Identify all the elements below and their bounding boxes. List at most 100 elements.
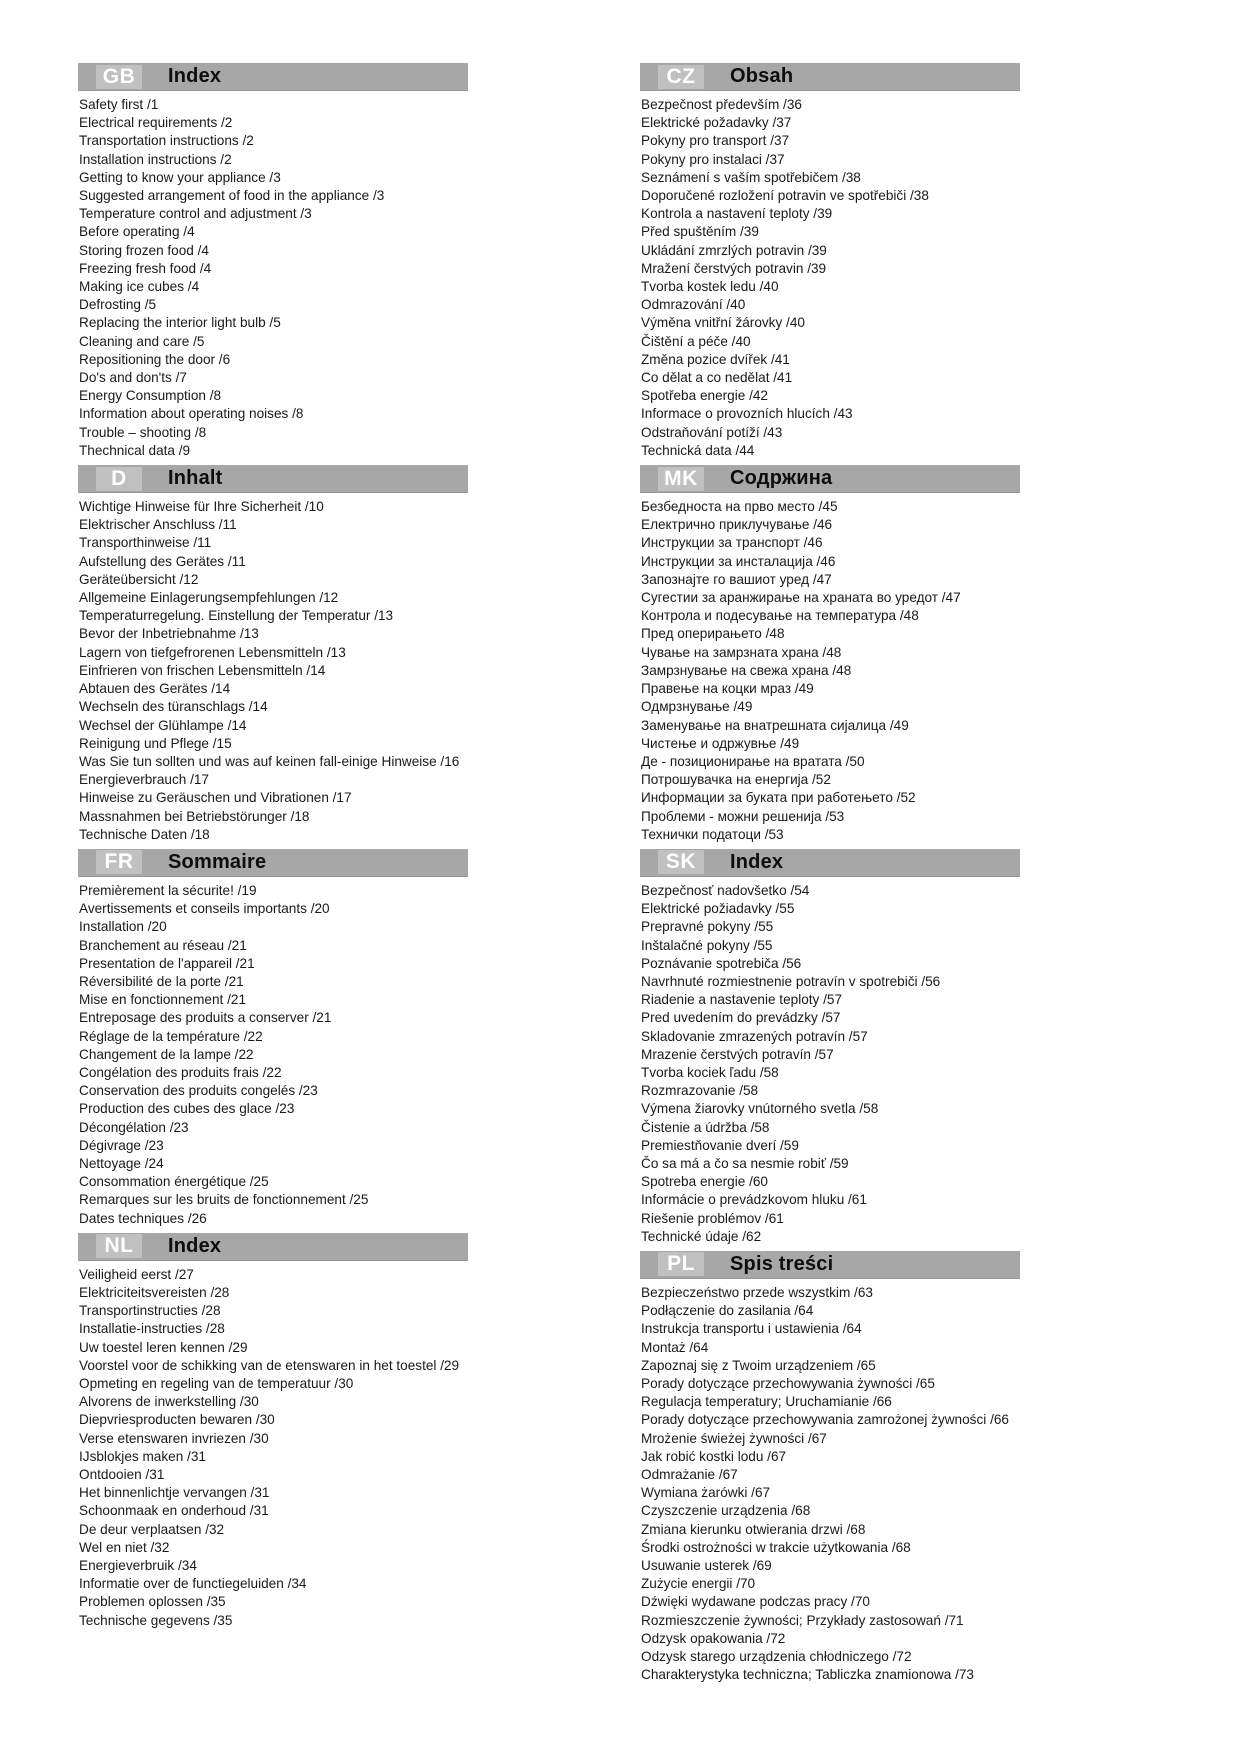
toc-item: Контрола и подесување на температура /48 — [641, 608, 919, 624]
toc-item: Замрзнување на свежа храна /48 — [641, 662, 852, 678]
toc-item: Temperature control and adjustment /3 — [79, 206, 312, 222]
section-title: Sommaire — [168, 850, 267, 873]
toc-item: Avertissements et conseils importants /2… — [79, 901, 330, 917]
toc-item: Alvorens de inwerkstelling /30 — [79, 1394, 259, 1410]
section-header-gb: GB Index — [78, 63, 468, 91]
toc-item: Transportation instructions /2 — [79, 133, 254, 149]
toc-item: Entreposage des produits a conserver /21 — [79, 1010, 332, 1026]
toc-item: Spotreba energie /60 — [641, 1174, 768, 1190]
toc-item: Regulacja temperatury; Uruchamianie /66 — [641, 1394, 892, 1410]
toc-item: Abtauen des Gerätes /14 — [79, 681, 231, 697]
toc-item: Zmiana kierunku otwierania drzwi /68 — [641, 1521, 866, 1537]
toc-item: Odmrażanie /67 — [641, 1467, 738, 1483]
toc-item: De deur verplaatsen /32 — [79, 1521, 225, 1537]
toc-item: Installatie-instructies /28 — [79, 1321, 225, 1337]
toc-item: Premiestňovanie dverí /59 — [641, 1137, 799, 1153]
section-header-mk: MK Содржина — [640, 465, 1020, 494]
toc-item-list: Veiligheid eerst /27 Elektriciteitsvereis… — [79, 1266, 468, 1630]
toc-item: Запознајте го вашиот уред /47 — [641, 571, 832, 587]
section-title: Inhalt — [168, 467, 223, 490]
toc-item: Hinweise zu Geräuschen und Vibrationen /… — [79, 790, 352, 806]
toc-item: Wechsel der Glühlampe /14 — [79, 717, 247, 733]
toc-item: Diepvriesproducten bewaren /30 — [79, 1412, 275, 1428]
toc-item: Verse etenswaren invriezen /30 — [79, 1430, 269, 1446]
toc-item: Réversibilité de la porte /21 — [79, 973, 244, 989]
toc-item: Replacing the interior light bulb /5 — [79, 315, 281, 331]
toc-item: Technische gegevens /35 — [79, 1612, 233, 1628]
toc-item-list: Bezpečnost především /36 Elektrické požad… — [641, 96, 1020, 460]
toc-item: Lagern von tiefgefrorenen Lebensmitteln … — [79, 644, 346, 660]
toc-item: Инструкции за транспорт /46 — [641, 535, 823, 551]
toc-item: Zapoznaj się z Twoim urządzeniem /65 — [641, 1357, 876, 1373]
toc-item: Wechseln des türanschlags /14 — [79, 699, 268, 715]
toc-item: Energy Consumption /8 — [79, 388, 222, 404]
toc-item: Problemen oplossen /35 — [79, 1594, 226, 1610]
section-title: Index — [730, 850, 784, 873]
toc-item: Mrożenie świeżej żywności /67 — [641, 1430, 827, 1446]
toc-item: Безбедноста на прво место /45 — [641, 499, 838, 515]
section-title: Obsah — [730, 65, 794, 87]
toc-item: Elektrické požiadavky /55 — [641, 901, 795, 917]
toc-item: Pokyny pro transport /37 — [641, 133, 790, 149]
toc-item: Do's and don'ts /7 — [79, 370, 187, 386]
toc-item: Zużycie energii /70 — [641, 1576, 756, 1592]
toc-item: Инструкции за инсталација /46 — [641, 553, 836, 569]
toc-item: Środki ostrożności w trakcie użytkowania… — [641, 1539, 911, 1555]
toc-item: Потрошувачка на енергија /52 — [641, 772, 831, 788]
toc-item-list: Safety first /1 Electrical requirements /… — [79, 96, 468, 460]
toc-item: Czyszczenie urządzenia /68 — [641, 1503, 811, 1519]
toc-item: Allgemeine Einlagerungsempfehlungen /12 — [79, 590, 339, 606]
section-header-sk: SK Index — [640, 848, 1020, 877]
toc-item: Co dělat a co nedělat /41 — [641, 370, 793, 386]
toc-item: Čo sa má a čo sa nesmie robiť /59 — [641, 1155, 849, 1171]
toc-item: Charakterystyka techniczna; Tabliczka zn… — [641, 1667, 974, 1683]
toc-item: Presentation de l'appareil /21 — [79, 955, 255, 971]
toc-item: Пред оперирањето /48 — [641, 626, 785, 642]
toc-item: Installation instructions /2 — [79, 151, 232, 167]
toc-item-list: Bezpieczeństwo przede wszystkim /63 Podłą… — [641, 1284, 1020, 1684]
toc-item: Making ice cubes /4 — [79, 279, 200, 295]
toc-item: Einfrieren von frischen Lebensmitteln /1… — [79, 662, 326, 678]
toc-item: Čištění a péče /40 — [641, 333, 751, 349]
toc-item: Trouble – shooting /8 — [79, 424, 207, 440]
language-code-badge: MK — [658, 466, 704, 491]
toc-item: Congélation des produits frais /22 — [79, 1064, 282, 1080]
toc-item: Poznávanie spotrebiča /56 — [641, 955, 802, 971]
toc-item: Was Sie tun sollten und was auf keinen f… — [79, 753, 460, 769]
toc-item: Технички податоци /53 — [641, 826, 784, 842]
toc-item: Podłączenie do zasilania /64 — [641, 1303, 814, 1319]
toc-item: Сугестии за аранжирање на храната во уре… — [641, 590, 961, 606]
toc-item: Bezpečnost především /36 — [641, 97, 802, 112]
toc-item: Odmrazování /40 — [641, 297, 746, 313]
toc-item: Premièrement la sécurite! /19 — [79, 882, 257, 898]
toc-item-list: Bezpečnosť nadovšetko /54 Elektrické poži… — [641, 882, 1020, 1246]
language-code-badge: CZ — [658, 64, 704, 89]
toc-item: Energieverbruik /34 — [79, 1558, 197, 1574]
toc-item: Informatie over de functiegeluiden /34 — [79, 1576, 307, 1592]
column-right: CZ Obsah Bezpečnost především /36 Elektrick… — [640, 63, 1020, 1689]
toc-item: Ontdooien /31 — [79, 1467, 165, 1483]
toc-item: Informácie o prevádzkovom hluku /61 — [641, 1192, 867, 1208]
toc-item: Suggested arrangement of food in the app… — [79, 188, 385, 204]
toc-item: Technische Daten /18 — [79, 826, 210, 842]
toc-item: Dégivrage /23 — [79, 1137, 164, 1153]
toc-item: Před spuštěním /39 — [641, 224, 759, 240]
section-header-d: D Inhalt — [78, 465, 468, 494]
toc-item: Storing frozen food /4 — [79, 242, 209, 258]
toc-item: Elektrické požadavky /37 — [641, 115, 792, 131]
toc-item: Schoonmaak en onderhoud /31 — [79, 1503, 269, 1519]
toc-item: Geräteübersicht /12 — [79, 571, 199, 587]
toc-item: Změna pozice dvířek /41 — [641, 351, 790, 367]
toc-item: Réglage de la température /22 — [79, 1028, 263, 1044]
toc-item: Čistenie a údržba /58 — [641, 1119, 770, 1135]
section-header-pl: PL Spis treści — [640, 1250, 1020, 1279]
toc-item: Проблеми - можни решенија /53 — [641, 808, 845, 824]
toc-item: Bezpečnosť nadovšetko /54 — [641, 882, 810, 898]
toc-item: Ukládání zmrzlých potravin /39 — [641, 242, 827, 258]
language-code-badge: SK — [658, 850, 704, 875]
toc-item: Odzysk opakowania /72 — [641, 1630, 786, 1646]
toc-item: Changement de la lampe /22 — [79, 1046, 254, 1062]
toc-item: IJsblokjes maken /31 — [79, 1448, 206, 1464]
toc-item: Branchement au réseau /21 — [79, 937, 247, 953]
toc-item: Before operating /4 — [79, 224, 195, 240]
